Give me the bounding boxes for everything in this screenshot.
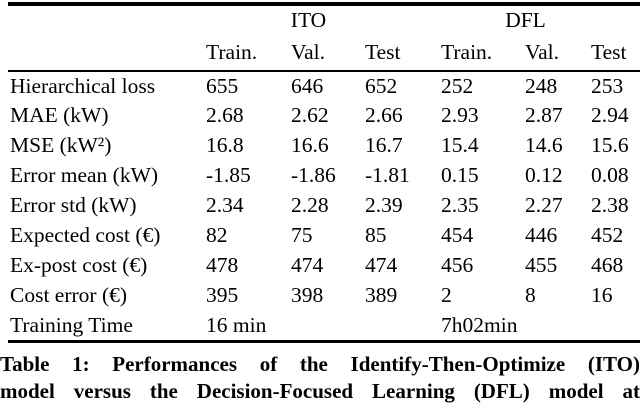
table-cell: 15.4 — [441, 133, 479, 158]
column-header-ito-val: Val. — [291, 36, 365, 72]
table-cell: 395 — [206, 283, 239, 308]
table-cell: 253 — [591, 73, 624, 98]
table-caption-line-1: Table 1: Performances of the Identify-Th… — [0, 352, 640, 376]
group-header-spacer — [8, 4, 206, 36]
row-label: Error mean (kW) — [10, 163, 159, 188]
table-cell: 75 — [291, 223, 313, 248]
table-cell: 474 — [365, 253, 398, 278]
table-cell: 8 — [525, 283, 536, 308]
table-row: Error std (kW) 2.34 2.28 2.39 2.35 2.27 2.38 — [8, 191, 640, 221]
table-cell: 474 — [291, 253, 324, 278]
table-cell: 16 — [591, 283, 613, 308]
table-cell: 2.68 — [206, 103, 244, 128]
table-cell: 2.87 — [525, 103, 563, 128]
table-cell: 16.7 — [365, 133, 403, 158]
table-cell: 646 — [291, 73, 324, 98]
group-header-dfl: DFL — [505, 8, 546, 33]
row-label: Training Time — [10, 312, 133, 337]
table-cell: 655 — [206, 73, 239, 98]
table-cell: 2.62 — [291, 103, 329, 128]
table-row: MSE (kW²) 16.8 16.6 16.7 15.4 14.6 15.6 — [8, 131, 640, 161]
row-label: Ex-post cost (€) — [10, 253, 148, 278]
table-row: MAE (kW) 2.68 2.62 2.66 2.93 2.87 2.94 — [8, 101, 640, 131]
table-cell: 454 — [441, 223, 474, 248]
table-cell: 468 — [591, 253, 624, 278]
table-cell: 2.66 — [365, 103, 403, 128]
column-header-row: Train. Val. Test Train. Val. Test — [8, 36, 640, 72]
table-row: Cost error (€) 395 398 389 2 8 16 — [8, 281, 640, 311]
results-table: ITO DFL Train. Val. Test Train. Val. Tes… — [8, 2, 640, 343]
column-header-spacer — [8, 36, 206, 72]
table-cell: 398 — [291, 283, 324, 308]
table-cell: 456 — [441, 253, 474, 278]
table-cell: 2.35 — [441, 193, 479, 218]
table-cell: 15.6 — [591, 133, 629, 158]
row-label: Error std (kW) — [10, 193, 137, 218]
table-cell: 0.08 — [591, 163, 629, 188]
row-label: MAE (kW) — [10, 103, 109, 128]
table-cell: 446 — [525, 223, 558, 248]
table-cell: -1.81 — [365, 163, 410, 188]
table-cell: 7h02min — [441, 312, 518, 337]
table-cell: 389 — [365, 283, 398, 308]
column-header-dfl-test: Test — [591, 36, 640, 72]
table-cell: 248 — [525, 73, 558, 98]
results-table-container: ITO DFL Train. Val. Test Train. Val. Tes… — [8, 2, 640, 343]
group-header-ito: ITO — [290, 8, 327, 33]
column-header-dfl-val: Val. — [525, 36, 591, 72]
table-row: Hierarchical loss 655 646 652 252 248 253 — [8, 71, 640, 101]
table-cell: 2.38 — [591, 193, 629, 218]
table-cell: 0.12 — [525, 163, 563, 188]
table-body: Hierarchical loss 655 646 652 252 248 253 MAE (… — [8, 71, 640, 341]
table-cell: 478 — [206, 253, 239, 278]
table-caption: Table 1: Performances of the Identify-Th… — [0, 351, 640, 405]
column-header-dfl-train: Train. — [441, 36, 525, 72]
column-header-ito-train: Train. — [206, 36, 291, 72]
table-cell: 85 — [365, 223, 387, 248]
table-cell: 2.93 — [441, 103, 479, 128]
table-cell: 652 — [365, 73, 398, 98]
table-cell: 2.27 — [525, 193, 563, 218]
table-cell: 82 — [206, 223, 228, 248]
table-cell: 16.8 — [206, 133, 244, 158]
group-header-row: ITO DFL — [8, 4, 640, 36]
table-cell: 14.6 — [525, 133, 563, 158]
table-cell: 2.94 — [591, 103, 629, 128]
table-row: Training Time 16 min 7h02min — [8, 311, 640, 341]
table-cell: 455 — [525, 253, 558, 278]
table-cell: -1.85 — [206, 163, 251, 188]
table-cell: 452 — [591, 223, 624, 248]
column-header-ito-test: Test — [365, 36, 441, 72]
table-cell: 2.34 — [206, 193, 244, 218]
table-cell: 16 min — [206, 312, 267, 337]
table-cell: 16.6 — [291, 133, 329, 158]
table-row: Expected cost (€) 82 75 85 454 446 452 — [8, 221, 640, 251]
row-label: Expected cost (€) — [10, 223, 161, 248]
table-cell: 252 — [441, 73, 474, 98]
row-label: Hierarchical loss — [10, 73, 156, 98]
table-caption-line-2: model versus the Decision-Focused Learni… — [0, 379, 640, 403]
table-cell: 0.15 — [441, 163, 479, 188]
table-cell: 2 — [441, 283, 452, 308]
table-row: Error mean (kW) -1.85 -1.86 -1.81 0.15 0.12 0.… — [8, 161, 640, 191]
table-row: Ex-post cost (€) 478 474 474 456 455 468 — [8, 251, 640, 281]
row-label: Cost error (€) — [10, 283, 128, 308]
table-cell: -1.86 — [291, 163, 336, 188]
table-cell: 2.28 — [291, 193, 329, 218]
row-label: MSE (kW²) — [10, 133, 112, 158]
table-cell: 2.39 — [365, 193, 403, 218]
